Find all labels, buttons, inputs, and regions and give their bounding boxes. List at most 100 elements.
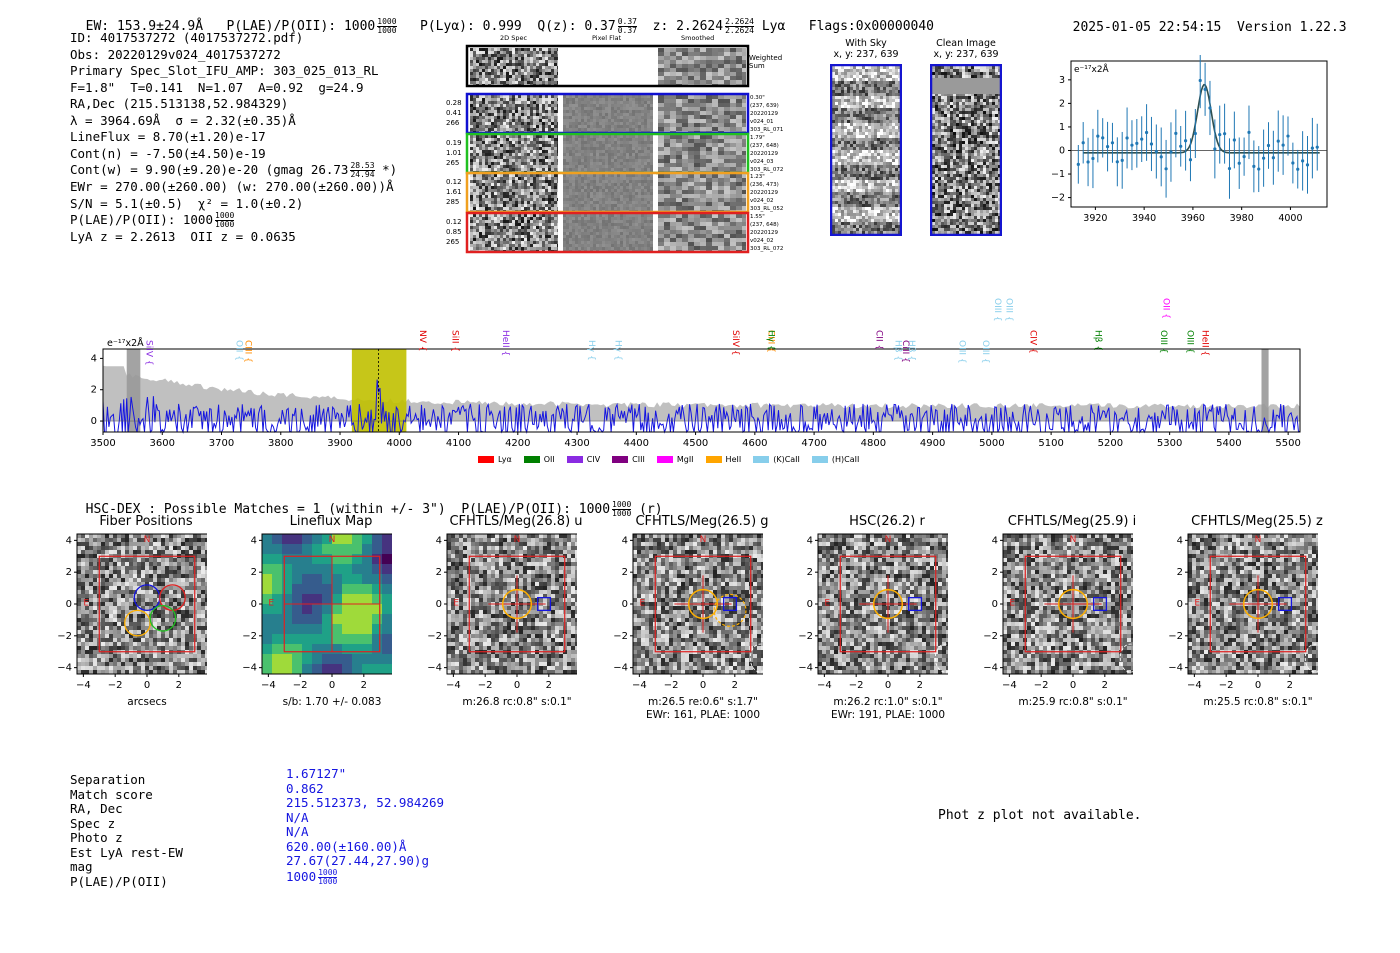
panel-xtick: 2 xyxy=(1102,680,1108,691)
spec-xtick: 4400 xyxy=(624,438,649,449)
spec-xtick: 5500 xyxy=(1275,438,1300,449)
panel-ytick: −4 xyxy=(983,663,998,674)
spec-ytick: 0 xyxy=(91,416,97,427)
match-label: Photo z xyxy=(70,830,123,845)
panel-ytick: −4 xyxy=(242,663,257,674)
panel-ytick: 2 xyxy=(992,567,998,578)
panel-xtick: −2 xyxy=(849,680,864,691)
panel-xtick: −4 xyxy=(1187,680,1202,691)
panel-ytick: −2 xyxy=(798,631,813,642)
match-value: 0.862 xyxy=(286,780,324,796)
spec-xtick: 3500 xyxy=(90,438,115,449)
sum-label: Sum xyxy=(749,62,765,70)
cutout-row-left: 0.12 1.61 285 xyxy=(446,178,462,206)
panel-xtick: −2 xyxy=(108,680,123,691)
panel-ytick: 0 xyxy=(992,599,998,610)
panel-caption: m:26.5 re:0.6" s:1.7" xyxy=(648,696,758,708)
legend-swatch xyxy=(705,456,722,463)
spec-line-label: Hγ { xyxy=(586,340,596,361)
panel-image: NE−4−2024420−2−4 xyxy=(798,533,948,691)
zoom-xtick: 4000 xyxy=(1278,213,1302,224)
panel-ytick: 4 xyxy=(1177,535,1183,546)
spec-line-label: OIII { xyxy=(992,298,1002,322)
qz-value: Q(z): 0.37 xyxy=(537,19,616,34)
panel-title: CFHTLS/Meg(26.5) g xyxy=(635,514,769,529)
line-legend: Lyα OII CIV CIII MgII HeII (K)CaII (H)CaII xyxy=(478,447,871,466)
panel-ytick: 0 xyxy=(251,599,257,610)
panel-xtick: −2 xyxy=(1219,680,1234,691)
panel-ytick: 2 xyxy=(251,567,257,578)
cutout-row-left: 0.28 0.41 266 xyxy=(446,99,462,127)
info-primary: Primary Spec_Slot_IFU_AMP: 303_025_013_R… xyxy=(70,63,379,78)
panel-ytick: 2 xyxy=(622,567,628,578)
legend-swatch xyxy=(478,456,494,463)
panel-title: CFHTLS/Meg(25.9) i xyxy=(1007,514,1137,529)
zoom-xtick: 3960 xyxy=(1181,213,1205,224)
panel-xtick: −4 xyxy=(632,680,647,691)
panel-ytick: −4 xyxy=(427,663,442,674)
spec-line-label: OII { xyxy=(1161,298,1171,319)
panel-ytick: 4 xyxy=(66,535,72,546)
panel-xtick: −4 xyxy=(261,680,276,691)
spec-xtick: 4600 xyxy=(742,438,767,449)
z-value: z: 2.2624 xyxy=(652,19,724,34)
spec-ytick: 4 xyxy=(91,353,97,364)
spec-xtick: 5300 xyxy=(1157,438,1182,449)
header-right: 2025-01-05 22:54:15 Version 1.22.3 xyxy=(1057,5,1347,35)
match-label: Separation xyxy=(70,772,146,787)
legend-swatch xyxy=(566,456,583,463)
zoom-xtick: 3920 xyxy=(1083,213,1107,224)
spec-line-label: OII { xyxy=(233,340,243,361)
photz-note: Phot z plot not available. xyxy=(938,808,1142,823)
match-value: 215.512373, 52.984269 xyxy=(286,795,445,810)
zoom-ytick: −1 xyxy=(1051,169,1065,180)
panel-xtick: 2 xyxy=(917,680,923,691)
panel-title: Fiber Positions xyxy=(99,514,193,529)
info-radec: RA,Dec (215.513138,52.984329) xyxy=(70,96,289,111)
panel-caption: m:25.9 rc:0.8" s:0.1" xyxy=(1018,696,1128,708)
spec-xtick: 3800 xyxy=(268,438,293,449)
cutout-row-left: 0.19 1.01 265 xyxy=(446,139,462,167)
panel-xtick: 2 xyxy=(732,680,738,691)
info-lambda: λ = 3964.69Å σ = 2.32(±0.35)Å xyxy=(70,112,296,128)
panel-ytick: 0 xyxy=(622,599,628,610)
panel-ytick: 2 xyxy=(1177,567,1183,578)
spec-xtick: 3700 xyxy=(209,438,234,449)
panel-ytick: 0 xyxy=(807,599,813,610)
zoom-ytick: 0 xyxy=(1059,145,1065,156)
panel-ytick: 0 xyxy=(1177,599,1183,610)
info-contn: Cont(n) = -7.50(±4.50)e-19 xyxy=(70,145,266,161)
east-marker: E xyxy=(268,599,274,609)
spec-xtick: 3600 xyxy=(150,438,175,449)
east-marker: E xyxy=(1009,599,1015,609)
plae-header-frac: 1000 1000 xyxy=(377,17,397,35)
col-smoothed: Smoothed xyxy=(681,34,715,42)
qz-frac: 0.37 0.37 xyxy=(617,17,637,35)
spec-xtick: 5400 xyxy=(1216,438,1241,449)
panel-xtick: 0 xyxy=(514,680,520,691)
zoom-xtick: 3940 xyxy=(1132,213,1156,224)
cutout-row-right: 1.79" (237, 648) 20220129 v024_03 303_RL_072 xyxy=(750,135,784,173)
spec-xtick: 4100 xyxy=(446,438,471,449)
north-marker: N xyxy=(144,535,151,545)
panel-ytick: −4 xyxy=(1168,663,1183,674)
east-marker: E xyxy=(1194,599,1200,609)
legend-swatch xyxy=(656,456,673,463)
spec-line-label: HeII { xyxy=(500,330,510,356)
legend-swatch xyxy=(523,456,540,463)
panel-image: NE−4−2024420−2−4 xyxy=(1168,533,1318,691)
plae-header: P(LAE)/P(OII): 1000 xyxy=(226,19,376,34)
panel-xtick: −4 xyxy=(1002,680,1017,691)
version: Version 1.22.3 xyxy=(1237,20,1347,35)
match-labels: Separation Match score RA, Dec Spec z Photo … xyxy=(70,772,183,889)
panel-ytick: −2 xyxy=(1168,631,1183,642)
legend-item: OII xyxy=(523,455,555,464)
cutout-row-right: 1.55" (237, 648) 20220129 v024_02 303_RL_072 xyxy=(750,214,784,252)
spec-line-label: SiIV { xyxy=(143,340,153,366)
spec-ylabel: e⁻¹⁷x2Å xyxy=(107,337,144,349)
match-label: Est LyA rest-EW xyxy=(70,844,183,860)
panel-caption: m:25.5 rc:0.8" s:0.1" xyxy=(1203,696,1313,708)
north-marker: N xyxy=(1070,535,1077,545)
panel-xtick: −4 xyxy=(446,680,461,691)
match-label: Spec z xyxy=(70,815,116,831)
